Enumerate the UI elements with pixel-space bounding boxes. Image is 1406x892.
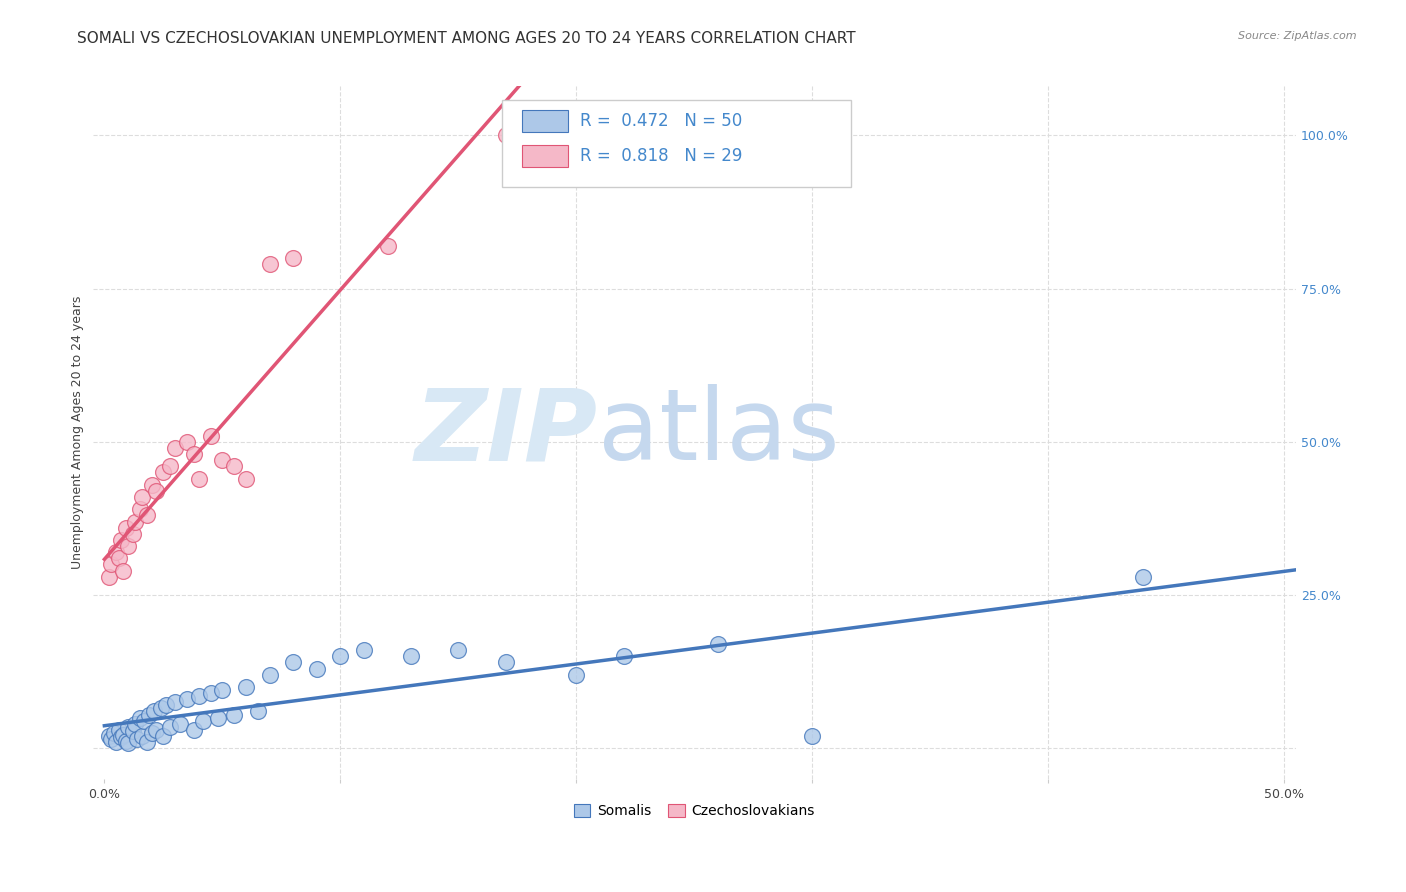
Point <box>211 683 233 698</box>
Point <box>131 490 153 504</box>
Point <box>224 459 246 474</box>
Point <box>200 686 222 700</box>
Point <box>377 238 399 252</box>
Point <box>155 698 177 713</box>
Point <box>112 728 135 742</box>
Point <box>110 730 132 744</box>
Point <box>145 483 167 498</box>
Point <box>207 711 229 725</box>
Point <box>176 692 198 706</box>
Point <box>169 716 191 731</box>
Text: SOMALI VS CZECHOSLOVAKIAN UNEMPLOYMENT AMONG AGES 20 TO 24 YEARS CORRELATION CHA: SOMALI VS CZECHOSLOVAKIAN UNEMPLOYMENT A… <box>77 31 856 46</box>
Y-axis label: Unemployment Among Ages 20 to 24 years: Unemployment Among Ages 20 to 24 years <box>72 296 84 569</box>
Point <box>105 735 128 749</box>
FancyBboxPatch shape <box>522 110 568 132</box>
Point <box>127 732 149 747</box>
Point <box>100 558 122 572</box>
Point <box>329 649 352 664</box>
Text: R =  0.818   N = 29: R = 0.818 N = 29 <box>581 146 742 165</box>
Point <box>98 729 121 743</box>
Point <box>131 729 153 743</box>
Point <box>117 720 139 734</box>
Point <box>495 656 517 670</box>
Point <box>138 707 160 722</box>
Point <box>105 545 128 559</box>
Point <box>152 466 174 480</box>
Point <box>259 257 281 271</box>
FancyBboxPatch shape <box>522 145 568 167</box>
Point <box>135 508 157 523</box>
Point <box>1132 569 1154 583</box>
Point <box>135 735 157 749</box>
Point <box>121 526 143 541</box>
Point <box>100 732 122 747</box>
Point <box>176 434 198 449</box>
Point <box>117 539 139 553</box>
Point <box>165 695 187 709</box>
Point <box>141 477 163 491</box>
Point <box>114 734 136 748</box>
Point <box>183 447 205 461</box>
Point <box>353 643 375 657</box>
Text: ZIP: ZIP <box>415 384 598 481</box>
Point <box>200 428 222 442</box>
Point <box>142 705 165 719</box>
Point <box>565 667 588 681</box>
Point <box>283 656 305 670</box>
Point <box>152 729 174 743</box>
Point <box>283 251 305 265</box>
Point <box>612 649 634 664</box>
Point <box>128 502 150 516</box>
Point <box>110 533 132 547</box>
Point <box>141 726 163 740</box>
Point <box>117 736 139 750</box>
Point <box>193 714 215 728</box>
Point <box>107 723 129 737</box>
Point <box>187 472 209 486</box>
Point <box>259 667 281 681</box>
Point <box>187 689 209 703</box>
FancyBboxPatch shape <box>502 100 851 186</box>
Text: Source: ZipAtlas.com: Source: ZipAtlas.com <box>1239 31 1357 41</box>
Point <box>801 729 824 743</box>
Text: R =  0.472   N = 50: R = 0.472 N = 50 <box>581 112 742 130</box>
Point <box>112 564 135 578</box>
Point <box>183 723 205 737</box>
Point <box>707 637 730 651</box>
Point <box>145 723 167 737</box>
Point <box>107 551 129 566</box>
Point <box>165 441 187 455</box>
Point <box>150 701 173 715</box>
Point <box>235 680 257 694</box>
Point <box>134 714 156 728</box>
Point <box>98 569 121 583</box>
Point <box>121 724 143 739</box>
Point <box>159 720 181 734</box>
Point <box>399 649 422 664</box>
Point <box>224 707 246 722</box>
Point <box>495 128 517 143</box>
Point <box>124 716 146 731</box>
Point <box>447 643 470 657</box>
Point <box>305 662 328 676</box>
Point <box>103 726 125 740</box>
Point <box>235 472 257 486</box>
Point <box>128 711 150 725</box>
Legend: Somalis, Czechoslovakians: Somalis, Czechoslovakians <box>568 799 821 824</box>
Point <box>124 515 146 529</box>
Point <box>211 453 233 467</box>
Point <box>114 521 136 535</box>
Text: atlas: atlas <box>598 384 839 481</box>
Point <box>246 705 269 719</box>
Point <box>159 459 181 474</box>
